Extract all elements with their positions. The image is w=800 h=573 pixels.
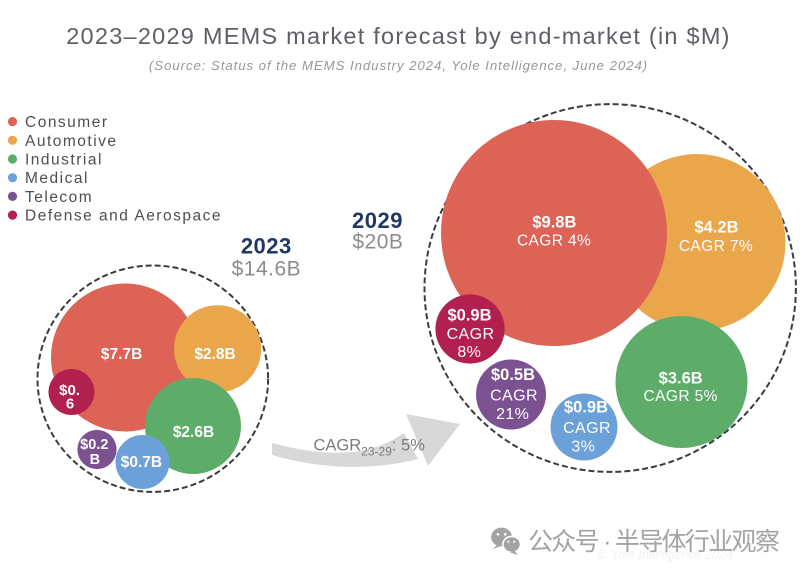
svg-text:$20B: $20B bbox=[352, 231, 403, 254]
svg-text:8%: 8% bbox=[457, 344, 481, 361]
svg-text:CAGR 7%: CAGR 7% bbox=[679, 238, 753, 255]
svg-text:6: 6 bbox=[66, 395, 74, 412]
svg-text:(Source: Status of the MEMS In: (Source: Status of the MEMS Industry 202… bbox=[149, 58, 648, 73]
svg-text:CAGR: CAGR bbox=[447, 326, 495, 343]
svg-text:Telecom: Telecom bbox=[25, 189, 93, 206]
svg-text:$0.: $0. bbox=[59, 382, 80, 399]
svg-text:$9.8B: $9.8B bbox=[532, 214, 576, 232]
svg-text:2023–2029 MEMS market forecast: 2023–2029 MEMS market forecast by end-ma… bbox=[66, 23, 731, 49]
svg-text:$0.2: $0.2 bbox=[80, 437, 108, 453]
svg-text:Medical: Medical bbox=[25, 170, 89, 187]
svg-text:B: B bbox=[90, 452, 100, 468]
svg-text:CAGR: CAGR bbox=[563, 420, 611, 437]
svg-text:CAGR: CAGR bbox=[490, 388, 538, 405]
svg-text:Industrial: Industrial bbox=[25, 152, 103, 169]
svg-text:Consumer: Consumer bbox=[25, 114, 109, 131]
svg-text:Defense and Aerospace: Defense and Aerospace bbox=[25, 208, 222, 225]
svg-text:$3.6B: $3.6B bbox=[659, 370, 703, 388]
svg-text:$2.6B: $2.6B bbox=[173, 424, 214, 441]
svg-text:CAGR23-29: 5%: CAGR23-29: 5% bbox=[314, 437, 426, 459]
svg-text:$0.7B: $0.7B bbox=[121, 454, 162, 471]
svg-text:© Yole Intelligence 2024: © Yole Intelligence 2024 bbox=[598, 548, 733, 562]
svg-text:CAGR 5%: CAGR 5% bbox=[644, 388, 718, 405]
svg-text:$2.8B: $2.8B bbox=[194, 346, 235, 363]
svg-text:$4.2B: $4.2B bbox=[694, 219, 738, 237]
svg-text:$0.9B: $0.9B bbox=[447, 307, 491, 325]
svg-text:2029: 2029 bbox=[352, 208, 403, 233]
svg-text:$14.6B: $14.6B bbox=[232, 258, 302, 281]
svg-text:Automotive: Automotive bbox=[25, 133, 118, 150]
svg-text:3%: 3% bbox=[571, 439, 595, 456]
svg-text:$0.9B: $0.9B bbox=[564, 398, 608, 416]
svg-text:2023: 2023 bbox=[241, 234, 292, 259]
svg-text:21%: 21% bbox=[496, 406, 529, 423]
svg-text:CAGR 4%: CAGR 4% bbox=[517, 233, 591, 250]
svg-text:$7.7B: $7.7B bbox=[101, 346, 142, 363]
svg-text:公众号 · 半导体行业观察: 公众号 · 半导体行业观察 bbox=[528, 528, 780, 556]
svg-text:$0.5B: $0.5B bbox=[491, 366, 535, 384]
